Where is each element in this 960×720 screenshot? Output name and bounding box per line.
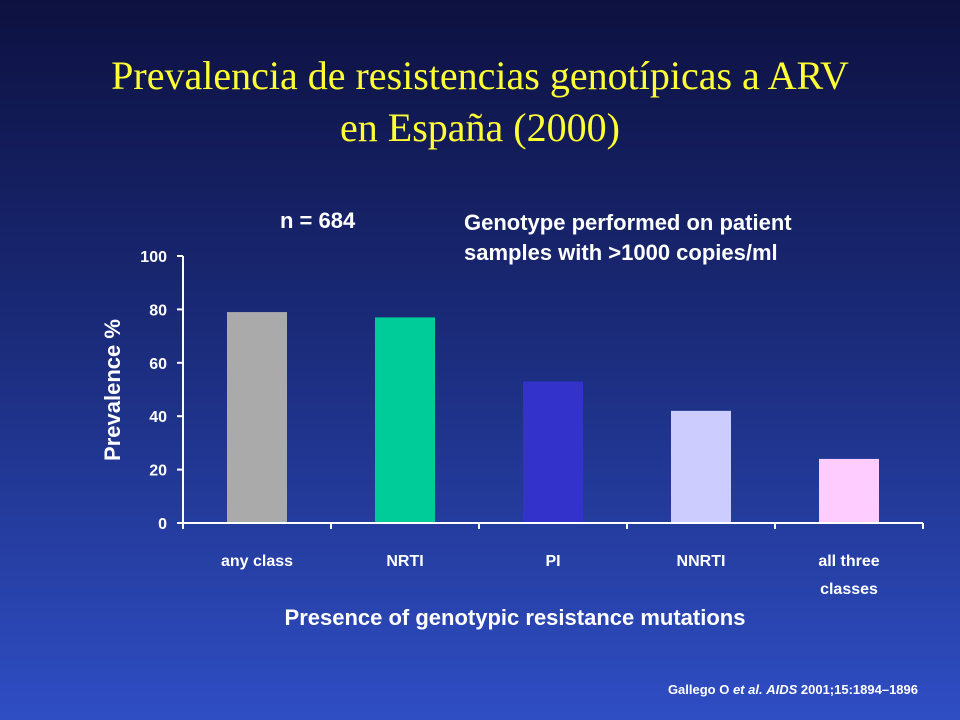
- citation-etal: et al.: [732, 682, 763, 697]
- genotype-note-line-2: samples with >1000 copies/ml: [464, 240, 778, 265]
- x-tick-label-4: all three: [818, 553, 879, 570]
- bar-4: [819, 458, 879, 523]
- slide-title: Prevalencia de resistencias genotípicas …: [0, 50, 960, 154]
- genotype-note: Genotype performed on patient samples wi…: [464, 208, 792, 268]
- citation-authors: Gallego O: [667, 682, 733, 697]
- x-tick-label-3: NNRTI: [677, 553, 726, 570]
- y-tick-label-3: 60: [149, 356, 167, 373]
- sample-size-label: n = 684: [280, 208, 356, 233]
- x-tick-label-1: NRTI: [386, 553, 423, 570]
- bar-0: [227, 312, 287, 523]
- x-axis-label: Presence of genotypic resistance mutatio…: [284, 605, 746, 630]
- y-tick-label-0: 0: [158, 516, 167, 533]
- citation-ref: 2001;15:1894–1896: [797, 682, 918, 697]
- x-tick-label-4-line-2: classes: [820, 581, 878, 598]
- title-line-1: Prevalencia de resistencias genotípicas …: [111, 53, 849, 98]
- y-tick-label-2: 40: [149, 409, 167, 426]
- bar-3: [671, 410, 731, 523]
- y-tick-label-5: 100: [140, 249, 167, 266]
- title-line-2: en España (2000): [340, 105, 620, 150]
- y-axis-label: Prevalence %: [100, 319, 125, 461]
- citation-journal: AIDS: [766, 682, 798, 697]
- bar-1: [375, 317, 435, 523]
- bar-2: [523, 381, 583, 523]
- genotype-note-line-1: Genotype performed on patient: [464, 210, 792, 235]
- y-tick-label-4: 80: [149, 302, 167, 319]
- citation: Gallego O et al. AIDS 2001;15:1894–1896: [668, 682, 918, 697]
- x-tick-label-0: any class: [221, 553, 293, 570]
- y-tick-label-1: 20: [149, 463, 167, 480]
- x-tick-label-2: PI: [545, 553, 560, 570]
